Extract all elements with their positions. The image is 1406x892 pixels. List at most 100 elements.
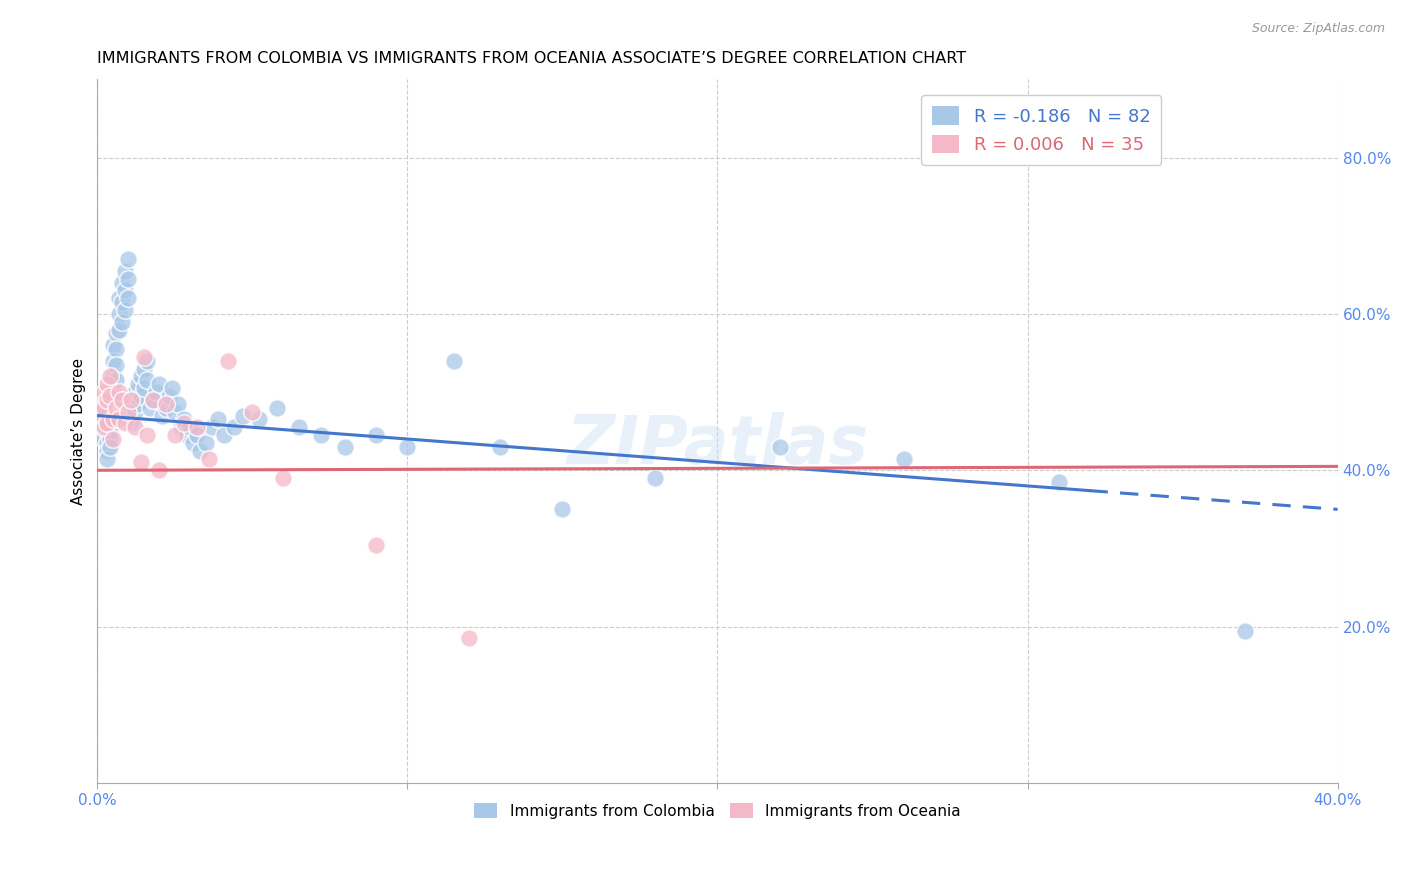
Point <box>120 417 142 431</box>
Point <box>247 412 270 426</box>
Point <box>179 420 201 434</box>
Point <box>89 417 111 431</box>
Point <box>136 354 159 368</box>
Point <box>173 417 195 431</box>
Point <box>644 471 666 485</box>
Point <box>163 428 186 442</box>
Point <box>93 432 115 446</box>
Point <box>167 397 190 411</box>
Point <box>108 385 131 400</box>
Point <box>188 443 211 458</box>
Point <box>104 373 127 387</box>
Point <box>232 409 254 423</box>
Point <box>104 401 127 415</box>
Point <box>136 373 159 387</box>
Point <box>155 397 177 411</box>
Point <box>111 315 134 329</box>
Text: ZIPatlas: ZIPatlas <box>567 412 869 478</box>
Point <box>117 404 139 418</box>
Point <box>129 369 152 384</box>
Point <box>96 417 118 431</box>
Text: IMMIGRANTS FROM COLOMBIA VS IMMIGRANTS FROM OCEANIA ASSOCIATE’S DEGREE CORRELATI: IMMIGRANTS FROM COLOMBIA VS IMMIGRANTS F… <box>97 51 966 66</box>
Point <box>124 385 146 400</box>
Point <box>366 538 388 552</box>
Point <box>163 404 186 418</box>
Point <box>96 443 118 458</box>
Point <box>108 307 131 321</box>
Point <box>893 451 915 466</box>
Point <box>120 392 142 407</box>
Point <box>96 417 118 431</box>
Point <box>111 295 134 310</box>
Point <box>120 401 142 415</box>
Point <box>96 424 118 438</box>
Point <box>124 420 146 434</box>
Point <box>207 412 229 426</box>
Point <box>117 271 139 285</box>
Point <box>152 409 174 423</box>
Point <box>155 401 177 415</box>
Point <box>93 420 115 434</box>
Point <box>136 428 159 442</box>
Point <box>111 276 134 290</box>
Point <box>93 401 115 415</box>
Point <box>114 303 136 318</box>
Point <box>93 385 115 400</box>
Point <box>396 440 419 454</box>
Point <box>366 428 388 442</box>
Point <box>273 471 295 485</box>
Point <box>101 385 124 400</box>
Point <box>101 369 124 384</box>
Point <box>93 409 115 423</box>
Point <box>98 432 121 446</box>
Point <box>101 338 124 352</box>
Point <box>98 440 121 454</box>
Point <box>768 440 790 454</box>
Point <box>142 392 165 407</box>
Point <box>114 417 136 431</box>
Point <box>170 420 193 434</box>
Point <box>214 428 236 442</box>
Point <box>145 385 167 400</box>
Point <box>104 342 127 356</box>
Point <box>148 463 170 477</box>
Point <box>242 404 264 418</box>
Point <box>176 428 198 442</box>
Point <box>129 455 152 469</box>
Point <box>114 264 136 278</box>
Point <box>132 350 155 364</box>
Point <box>96 436 118 450</box>
Point <box>139 401 162 415</box>
Point <box>132 381 155 395</box>
Point <box>124 404 146 418</box>
Point <box>104 326 127 341</box>
Point <box>443 354 465 368</box>
Point <box>217 354 239 368</box>
Point <box>201 420 224 434</box>
Point <box>96 451 118 466</box>
Point <box>117 291 139 305</box>
Point <box>489 440 512 454</box>
Point <box>127 397 149 411</box>
Y-axis label: Associate’s Degree: Associate’s Degree <box>72 358 86 505</box>
Point <box>98 389 121 403</box>
Point <box>148 377 170 392</box>
Point <box>108 291 131 305</box>
Point <box>98 424 121 438</box>
Point <box>101 432 124 446</box>
Text: Source: ZipAtlas.com: Source: ZipAtlas.com <box>1251 22 1385 36</box>
Point <box>89 401 111 415</box>
Point <box>173 412 195 426</box>
Point <box>222 420 245 434</box>
Point <box>101 354 124 368</box>
Point <box>127 377 149 392</box>
Point <box>142 392 165 407</box>
Point <box>157 389 180 403</box>
Point <box>458 632 481 646</box>
Point <box>309 428 332 442</box>
Point <box>104 358 127 372</box>
Point <box>108 412 131 426</box>
Point <box>108 322 131 336</box>
Point <box>101 412 124 426</box>
Point <box>98 412 121 426</box>
